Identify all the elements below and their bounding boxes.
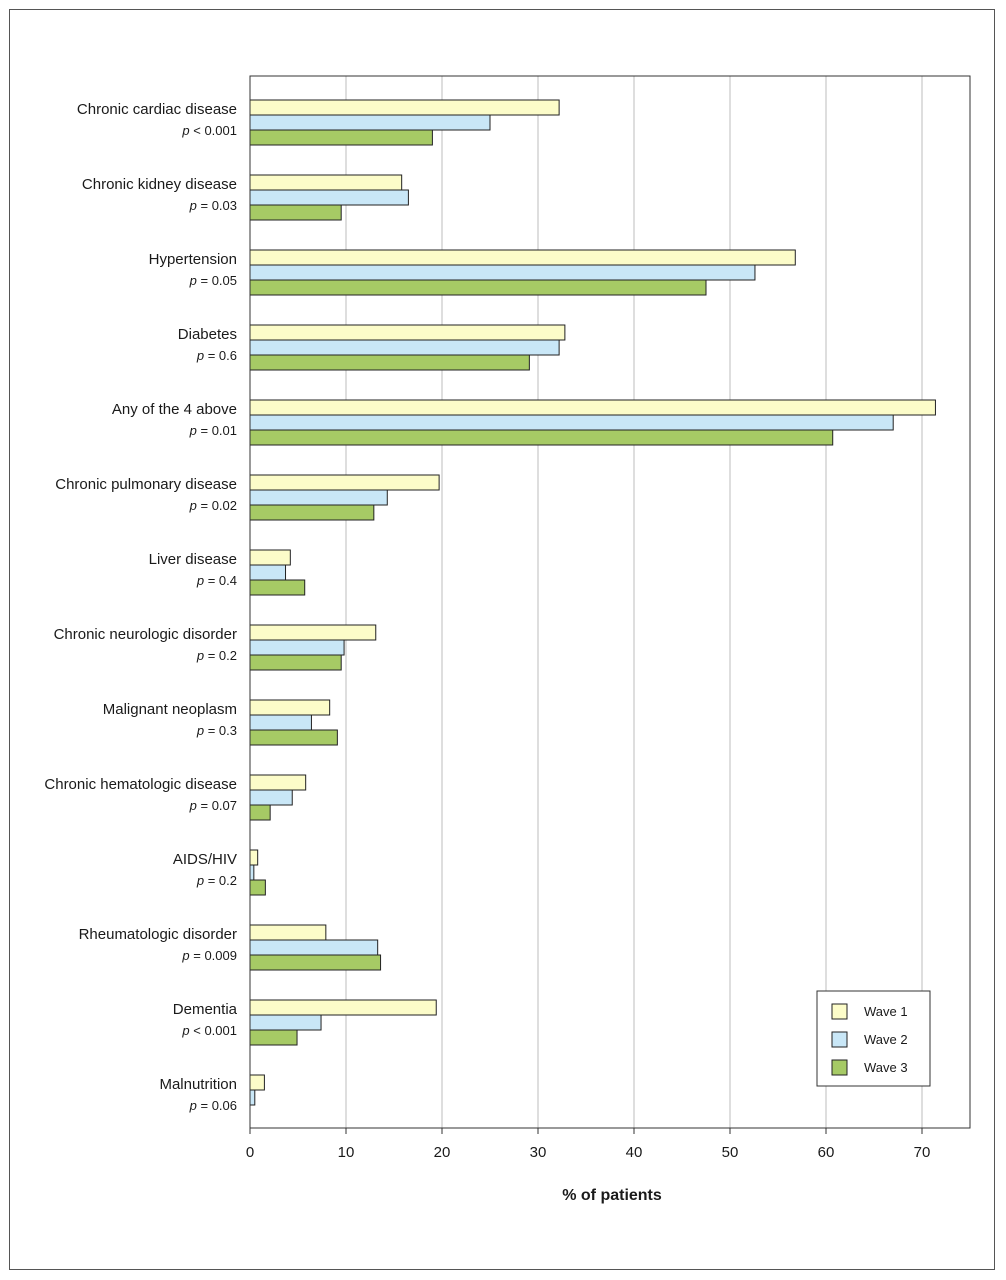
- bar-wave-2: [249, 939, 379, 956]
- p-value-label: p = 0.01: [189, 423, 237, 438]
- bar-wave-3: [249, 579, 306, 596]
- x-tick-label: 70: [914, 1144, 931, 1161]
- bar-wave-1: [249, 99, 560, 116]
- bar-wave-1: [249, 474, 440, 491]
- p-value-label: p = 0.2: [196, 648, 237, 663]
- bar-wave-3: [249, 879, 266, 896]
- category-label: Malignant neoplasm: [103, 701, 237, 718]
- bar-wave-2: [249, 714, 312, 731]
- bar-wave-3: [249, 429, 834, 446]
- p-value-label: p = 0.03: [189, 198, 237, 213]
- bar-wave-3: [249, 279, 707, 296]
- bar-wave-1: [249, 324, 566, 341]
- p-value-label: p = 0.06: [189, 1098, 237, 1113]
- p-value-label: p = 0.3: [196, 723, 237, 738]
- category-label: Malnutrition: [159, 1076, 237, 1093]
- figure-frame: [9, 9, 995, 1270]
- bar-wave-1: [249, 549, 291, 566]
- x-tick-label: 40: [626, 1144, 643, 1161]
- p-value-label: p = 0.6: [196, 348, 237, 363]
- category-label: Chronic hematologic disease: [44, 776, 237, 793]
- bar-wave-1: [249, 924, 327, 941]
- bar-wave-3: [249, 804, 271, 821]
- bar-wave-3: [249, 954, 382, 971]
- bar-wave-3: [249, 1029, 298, 1046]
- p-value-label: p = 0.2: [196, 873, 237, 888]
- gridlines: [345, 76, 923, 1128]
- x-tick-label: 60: [818, 1144, 835, 1161]
- category-label: Hypertension: [149, 251, 237, 268]
- bar-wave-1: [249, 849, 259, 866]
- legend-label: Wave 2: [864, 1032, 908, 1047]
- legend-swatch: [831, 1059, 848, 1076]
- bar-wave-3: [249, 729, 338, 746]
- bar-wave-2: [249, 414, 894, 431]
- bar-wave-1: [249, 699, 331, 716]
- bar-wave-2: [249, 639, 345, 656]
- category-label: Chronic neurologic disorder: [54, 626, 237, 643]
- x-tick-label: 50: [722, 1144, 739, 1161]
- bar-wave-2: [249, 489, 388, 506]
- x-tick-label: 20: [434, 1144, 451, 1161]
- category-label: AIDS/HIV: [173, 851, 237, 868]
- bar-wave-3: [249, 204, 342, 221]
- category-label: Chronic pulmonary disease: [55, 476, 237, 493]
- category-label: Any of the 4 above: [112, 401, 237, 418]
- p-value-label: p < 0.001: [181, 1023, 237, 1038]
- p-value-label: p = 0.05: [189, 273, 237, 288]
- legend-swatch: [831, 1003, 848, 1020]
- p-value-label: p = 0.07: [189, 798, 237, 813]
- category-label: Chronic cardiac disease: [77, 101, 237, 118]
- bar-wave-2: [249, 789, 293, 806]
- category-label: Rheumatologic disorder: [79, 926, 237, 943]
- bar-wave-2: [249, 189, 409, 206]
- p-value-label: p = 0.4: [196, 573, 237, 588]
- bar-wave-3: [249, 354, 530, 371]
- bar-wave-1: [249, 774, 307, 791]
- bar-wave-1: [249, 249, 796, 266]
- category-label: Diabetes: [178, 326, 237, 343]
- bar-wave-3: [249, 504, 375, 521]
- bar-wave-2: [249, 1089, 256, 1106]
- bar-wave-2: [249, 339, 560, 356]
- x-tick-label: 30: [530, 1144, 547, 1161]
- category-label: Dementia: [173, 1001, 238, 1018]
- legend-swatch: [831, 1031, 848, 1048]
- bars: [249, 99, 936, 1106]
- p-value-label: p = 0.02: [189, 498, 237, 513]
- bar-wave-1: [249, 999, 437, 1016]
- bar-wave-1: [249, 399, 936, 416]
- bar-wave-1: [249, 624, 377, 641]
- bar-wave-2: [249, 564, 287, 581]
- x-axis-title: % of patients: [562, 1187, 662, 1204]
- bar-wave-2: [249, 114, 491, 131]
- p-value-label: p = 0.009: [181, 948, 237, 963]
- bar-wave-2: [249, 264, 756, 281]
- legend: Wave 1 Wave 2 Wave 3: [816, 990, 931, 1087]
- bar-wave-1: [249, 1074, 265, 1091]
- x-tick-label: 10: [338, 1144, 355, 1161]
- legend-label: Wave 3: [864, 1060, 908, 1075]
- category-label: Chronic kidney disease: [82, 176, 237, 193]
- category-labels: Chronic cardiac disease p < 0.001 Chronic …: [44, 101, 237, 1113]
- bar-wave-1: [249, 174, 403, 191]
- x-tick-label: 0: [246, 1144, 254, 1161]
- bar-wave-3: [249, 654, 342, 671]
- legend-label: Wave 1: [864, 1004, 908, 1019]
- bar-wave-2: [249, 864, 255, 881]
- plot-area: [249, 75, 971, 1129]
- p-value-label: p < 0.001: [181, 123, 237, 138]
- x-axis-ticks: 0 10 20 30 40 50 60 70: [246, 1128, 931, 1161]
- bar-wave-2: [249, 1014, 322, 1031]
- category-label: Liver disease: [149, 551, 237, 568]
- bar-wave-3: [249, 129, 433, 146]
